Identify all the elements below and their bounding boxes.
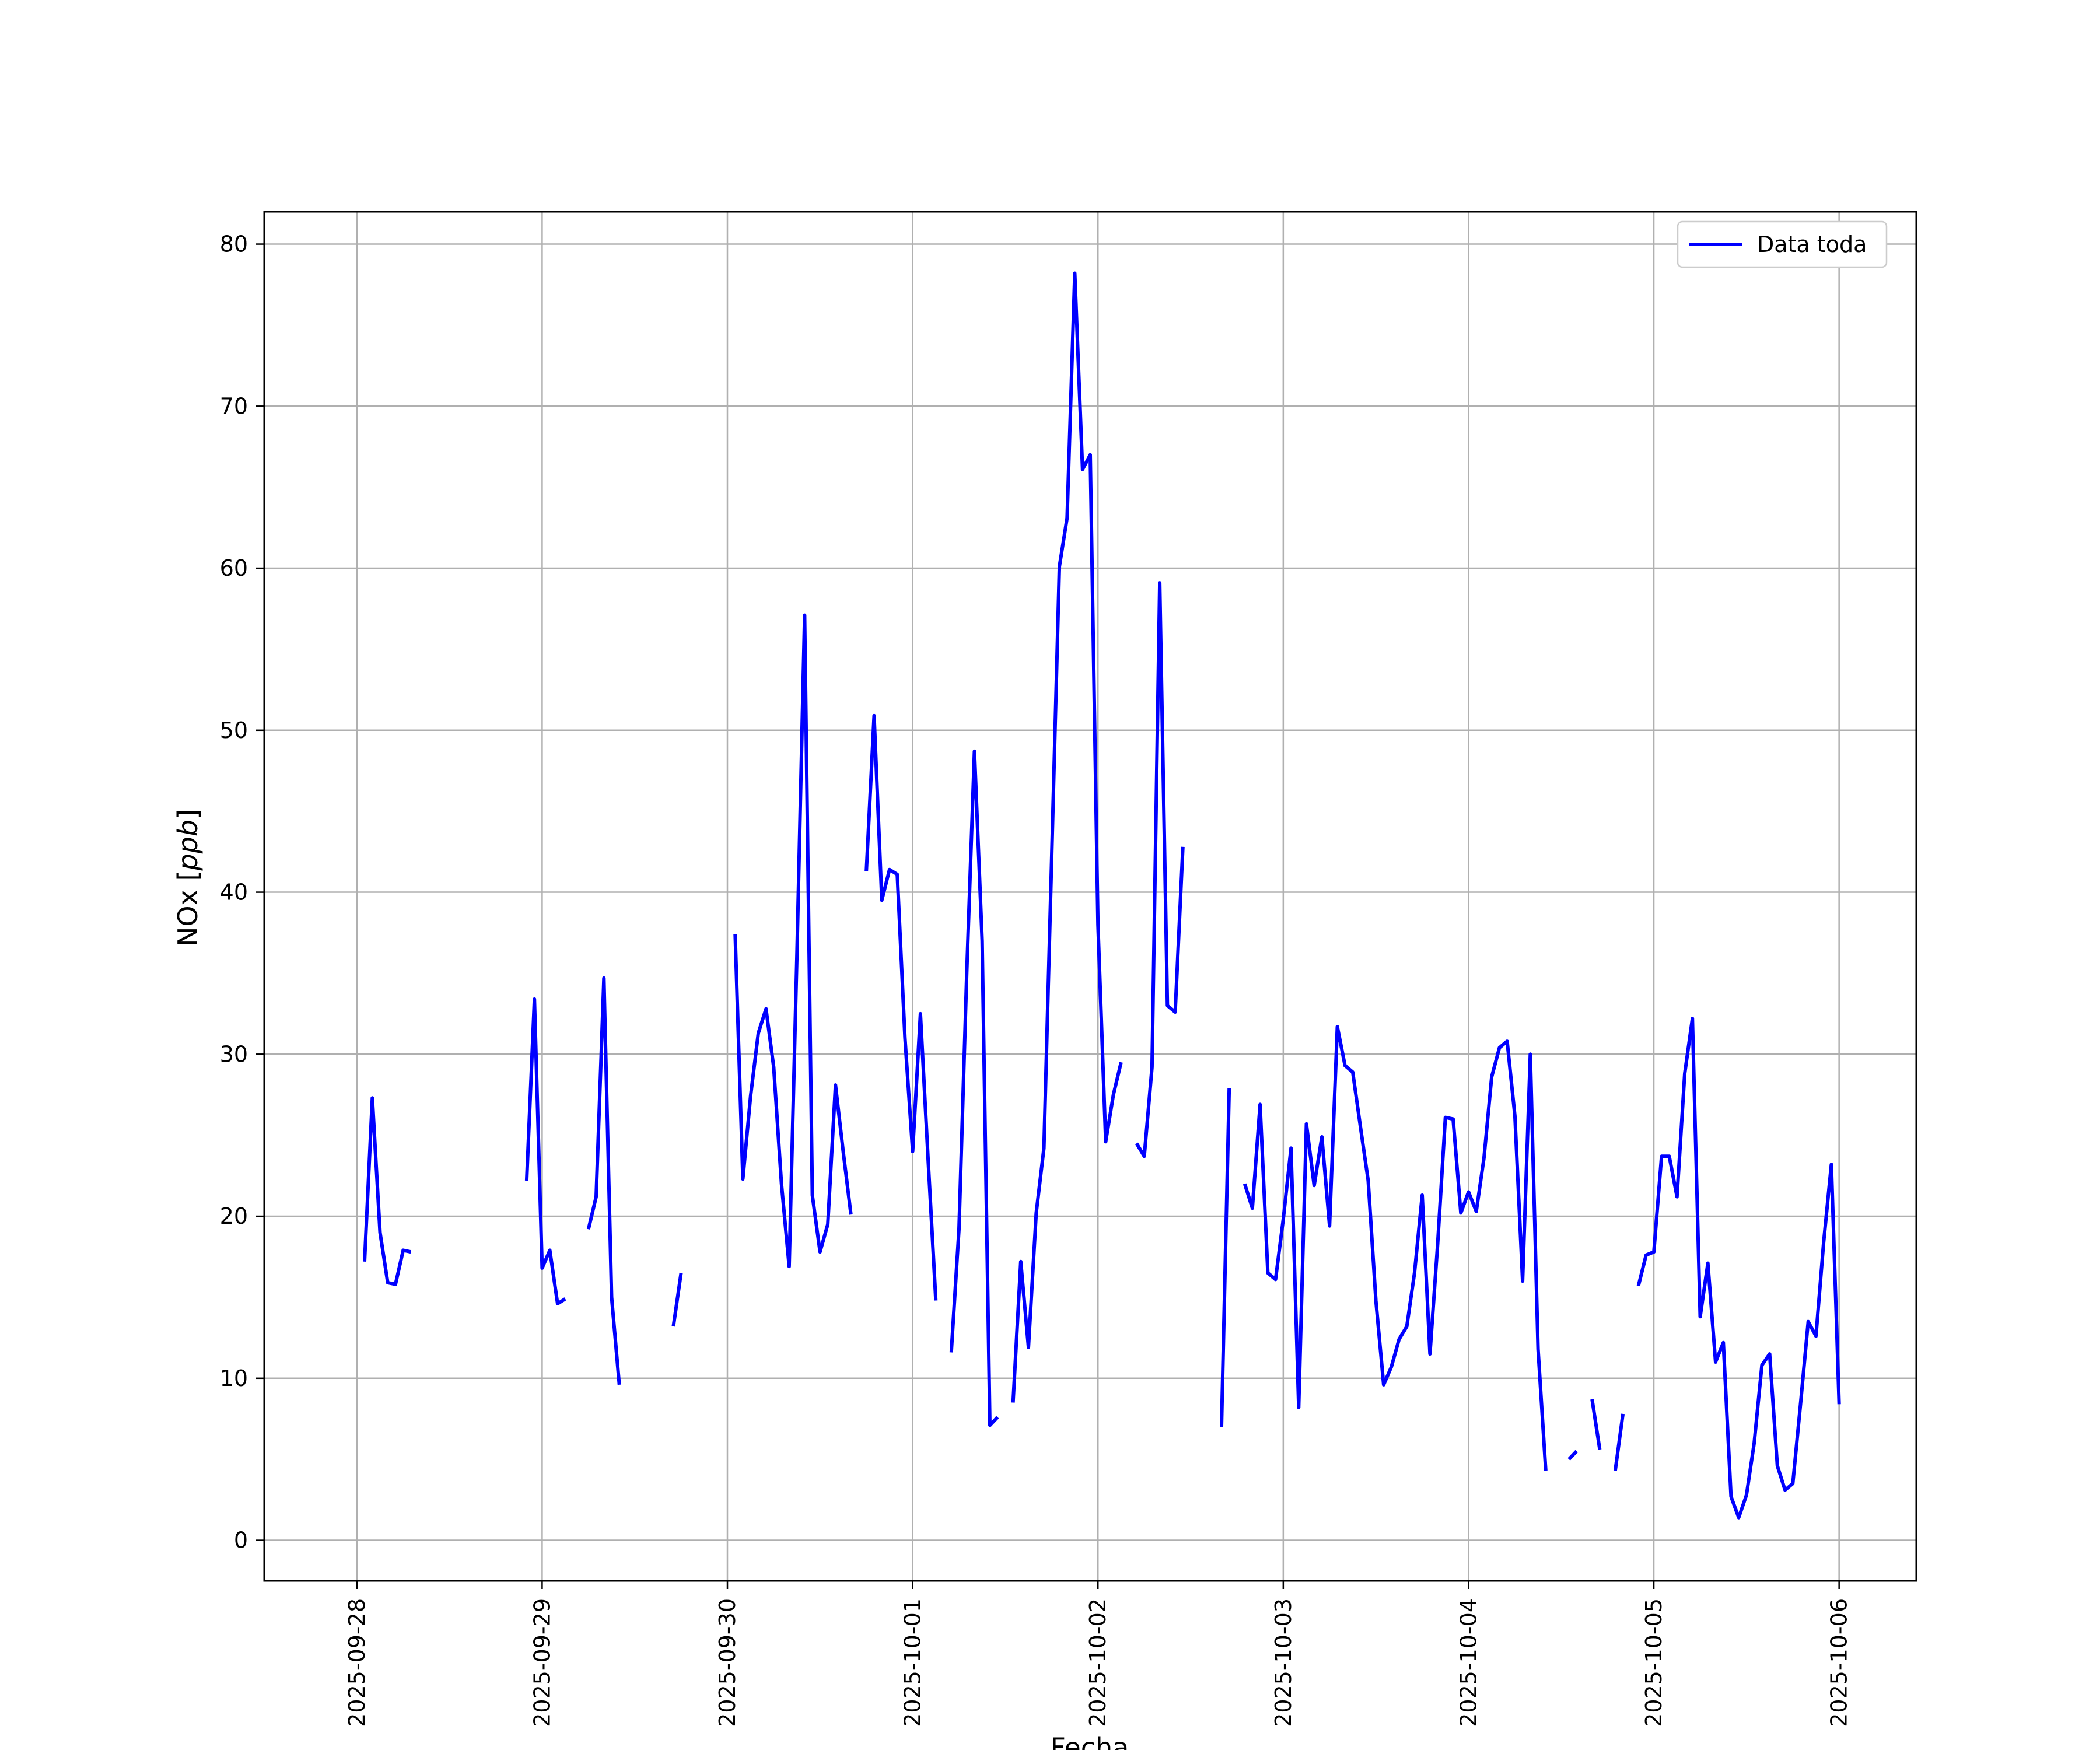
y-axis-title-suffix: ] xyxy=(172,809,204,820)
series-line-segment xyxy=(864,713,938,1301)
y-tick-label: 10 xyxy=(220,1366,248,1391)
legend: Data toda xyxy=(1676,220,1888,268)
y-axis-title-unit: ppb xyxy=(172,820,204,872)
legend-label-data-toda: Data toda xyxy=(1757,232,1867,257)
x-tick-label: 2025-10-03 xyxy=(1270,1598,1296,1727)
y-tick-label: 30 xyxy=(220,1041,248,1067)
y-gridlines xyxy=(264,243,1916,1541)
x-tick-label: 2025-10-06 xyxy=(1826,1598,1852,1727)
x-tick-label: 2025-10-04 xyxy=(1455,1598,1481,1727)
y-tick-label: 70 xyxy=(220,393,248,419)
plot-area-frame xyxy=(263,211,1917,1582)
series-line-segment xyxy=(1135,581,1185,1158)
y-axis-ticks: 0 10 20 30 40 50 60 70 80 xyxy=(220,232,264,1553)
series-line-segment xyxy=(1567,1450,1578,1461)
series-line-segment xyxy=(949,749,999,1427)
x-gridlines xyxy=(356,212,1840,1581)
series-line-segment xyxy=(1220,1088,1231,1427)
y-axis-title-prefix: NOx [ xyxy=(172,871,204,947)
series-line-segment xyxy=(1636,1017,1841,1520)
x-tick-label: 2025-09-28 xyxy=(344,1598,370,1727)
series-line-segment xyxy=(671,1272,683,1327)
series-line-segment xyxy=(1613,1413,1625,1471)
series-line-segment xyxy=(363,1096,412,1286)
series-line-segment xyxy=(1590,1399,1602,1450)
y-tick-label: 50 xyxy=(220,718,248,743)
x-tick-label: 2025-10-02 xyxy=(1085,1598,1111,1727)
legend-box xyxy=(1676,220,1888,268)
y-axis-title: NOx [ppb] xyxy=(172,809,204,947)
y-tick-label: 0 xyxy=(234,1528,248,1553)
y-tick-label: 20 xyxy=(220,1203,248,1229)
x-tick-label: 2025-09-29 xyxy=(529,1598,555,1727)
y-tick-label: 40 xyxy=(220,880,248,905)
x-tick-label: 2025-10-05 xyxy=(1641,1598,1667,1727)
y-tick-label: 60 xyxy=(220,555,248,581)
series-line-segment xyxy=(1011,271,1123,1403)
series-line-segment xyxy=(586,976,621,1385)
x-axis-title: Fecha xyxy=(1051,1732,1129,1750)
series-line-segment xyxy=(524,997,566,1306)
series-line-segment xyxy=(733,613,853,1269)
x-tick-label: 2025-09-30 xyxy=(715,1598,740,1727)
x-tick-label: 2025-10-01 xyxy=(900,1598,926,1727)
y-tick-label: 80 xyxy=(220,232,248,257)
x-axis-ticks: 2025-09-28 2025-09-29 2025-09-30 2025-10-01… xyxy=(344,1581,1852,1727)
series-line-segment xyxy=(1242,1025,1548,1471)
series-layer xyxy=(363,271,1841,1520)
